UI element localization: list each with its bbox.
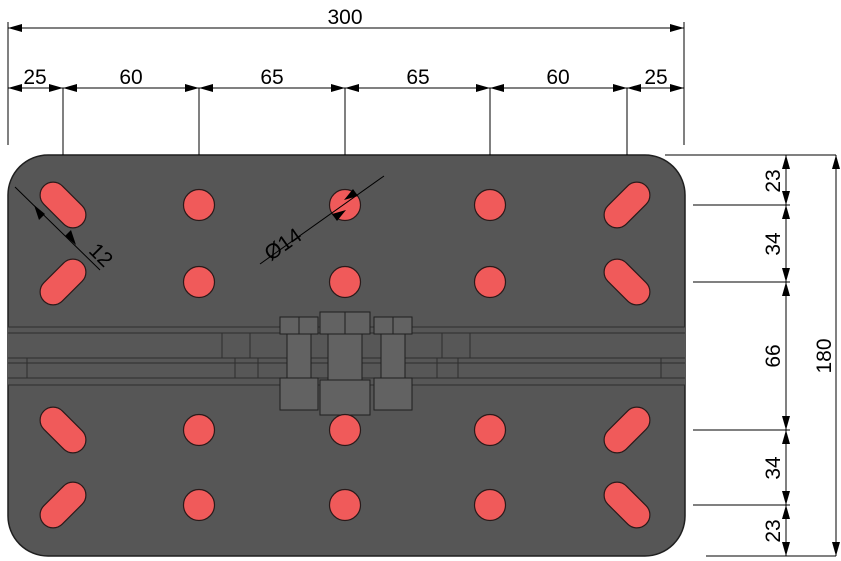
round-holes [182, 188, 507, 522]
round-hole-icon [473, 265, 507, 299]
horizontal-dimensions: 300 25 60 65 65 60 25 [7, 6, 685, 155]
slot-hole-icon [603, 258, 651, 306]
bolt-icon [373, 316, 413, 411]
round-hole-icon [328, 488, 362, 522]
dim-overall-height: 180 [813, 338, 836, 373]
dim-v-spacing: 23 [762, 519, 785, 542]
slot-holes [39, 181, 651, 529]
round-hole-icon [473, 488, 507, 522]
round-hole-icon [182, 413, 216, 447]
round-hole-icon [328, 413, 362, 447]
bolt-icon [279, 316, 319, 411]
dim-h-spacing: 60 [546, 66, 569, 89]
slot-hole-icon [603, 481, 651, 529]
slot-hole-icon [39, 258, 87, 306]
round-hole-icon [182, 188, 216, 222]
slot-hole-icon [39, 481, 87, 529]
bolt-icon [319, 311, 371, 416]
slot-hole-icon [39, 406, 87, 454]
dim-v-spacing: 66 [762, 344, 785, 367]
dim-overall-width: 300 [327, 6, 362, 29]
dim-h-spacing: 60 [119, 66, 142, 89]
dim-h-spacing: 65 [406, 66, 429, 89]
slot-hole-icon [603, 406, 651, 454]
round-hole-icon [473, 413, 507, 447]
vertical-dimensions: 23 34 66 34 23 180 [665, 154, 840, 557]
slot-hole-icon [39, 181, 87, 229]
dim-v-spacing: 23 [762, 169, 785, 192]
bolt-cluster [279, 311, 413, 416]
dim-v-spacing: 34 [762, 232, 785, 256]
slot-hole-icon [603, 181, 651, 229]
round-hole-icon [473, 188, 507, 222]
round-hole-icon [328, 265, 362, 299]
dim-v-spacing: 34 [762, 456, 785, 480]
dim-h-spacing: 25 [644, 66, 667, 89]
round-hole-icon [182, 265, 216, 299]
dim-h-spacing: 25 [23, 66, 46, 89]
dim-h-spacing: 65 [260, 66, 283, 89]
round-hole-icon [182, 488, 216, 522]
